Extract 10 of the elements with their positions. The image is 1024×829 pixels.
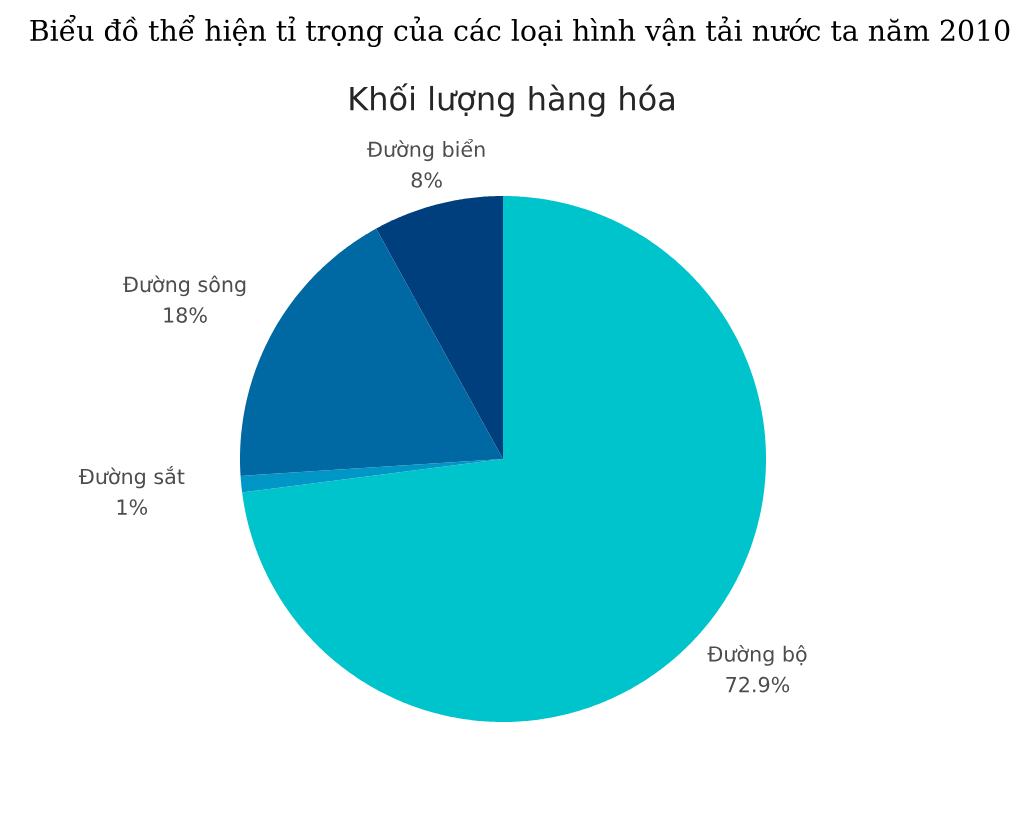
chart-subtitle: Khối lượng hàng hóa xyxy=(350,83,674,117)
slice-label: Đường sông xyxy=(123,275,246,297)
data-label: 8% xyxy=(411,172,442,188)
slice-label: Đường bộ xyxy=(707,644,807,666)
data-label: 18% xyxy=(164,307,207,323)
data-label: 72.9% xyxy=(726,676,790,693)
slice-label: Đường sắt xyxy=(78,465,185,489)
slice-label: Đường biển xyxy=(367,139,485,162)
chart-title: Biểu đồ thể hiện tỉ trọng của các loại hình vận tải nước ta năm 2010 xyxy=(30,15,1010,47)
data-label: 1% xyxy=(117,499,148,515)
